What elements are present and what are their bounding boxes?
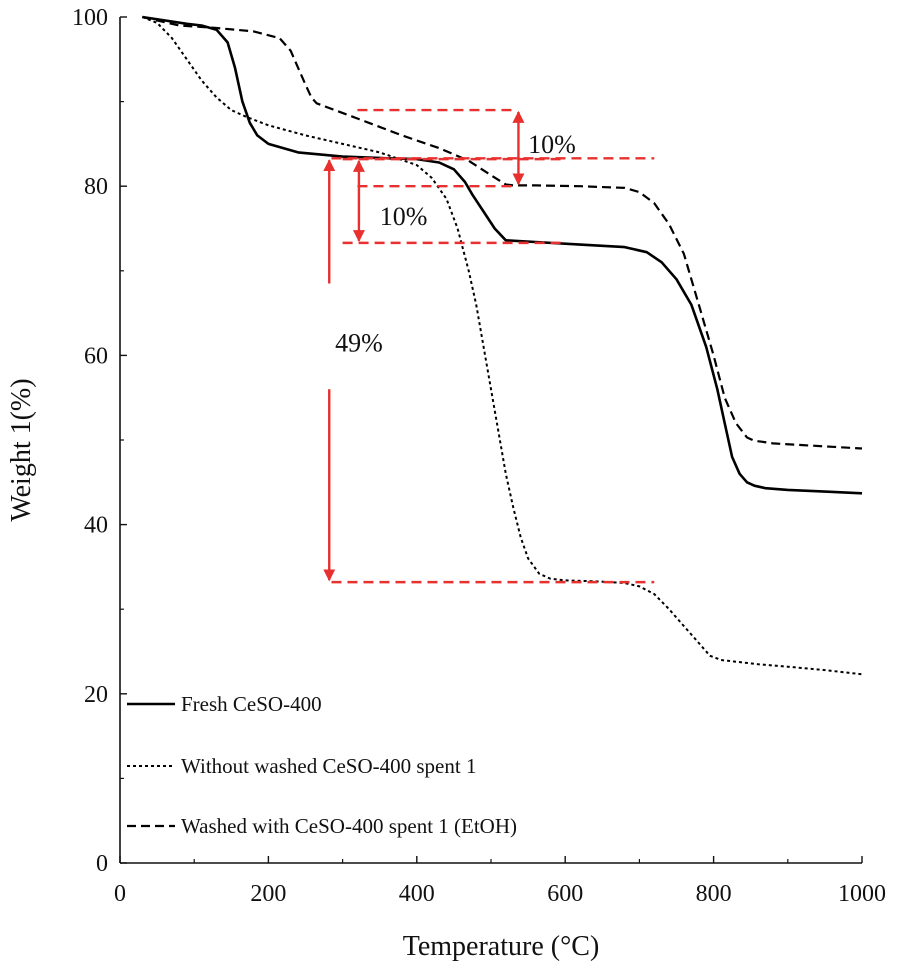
x-tick-label: 200: [250, 881, 286, 907]
x-tick-label: 800: [696, 881, 732, 907]
x-tick-label: 1000: [838, 881, 886, 907]
x-tick-label: 600: [547, 881, 583, 907]
y-tick-label: 60: [84, 343, 108, 369]
y-tick-label: 80: [84, 174, 108, 200]
series-line-3: [142, 15, 863, 450]
y-tick-label: 40: [84, 513, 108, 539]
x-tick-label: 400: [399, 881, 435, 907]
legend-label-2: Without washed CeSO-400 spent 1: [181, 754, 476, 778]
annotation-label: 10%: [380, 202, 428, 231]
annotation-label: 49%: [335, 329, 383, 358]
legend-label-1: Fresh CeSO-400: [181, 692, 322, 716]
x-tick-label: 0: [114, 881, 126, 907]
x-axis-title: Temperature (°C): [403, 931, 600, 962]
y-tick-label: 100: [72, 5, 108, 31]
y-tick-label: 0: [96, 851, 108, 877]
series-line-1: [142, 15, 863, 495]
y-axis-title: Weight 1(%): [6, 378, 37, 521]
legend-label-3: Washed with CeSO-400 spent 1 (EtOH): [181, 814, 517, 838]
series-line-2: [141, 16, 863, 676]
annotation-label: 10%: [528, 130, 576, 159]
y-tick-label: 20: [84, 682, 108, 708]
